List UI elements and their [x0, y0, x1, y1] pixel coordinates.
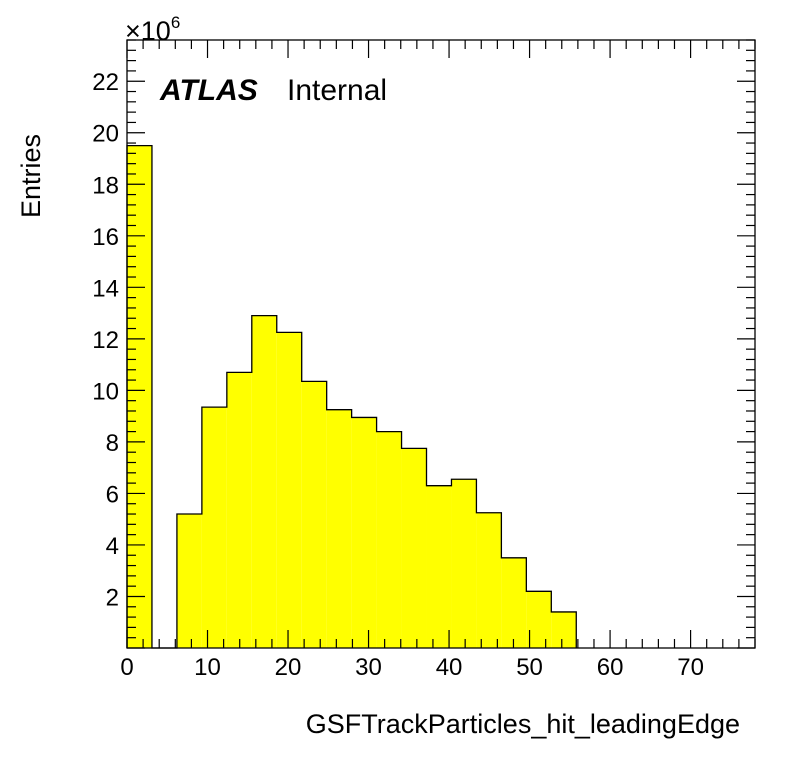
histogram-bar	[176, 514, 202, 648]
histogram-bar	[251, 315, 277, 648]
y-exponent-label: ×106	[125, 13, 180, 46]
histogram-bar	[351, 417, 377, 648]
axis-ticks	[126, 39, 756, 649]
histogram-bar	[526, 591, 552, 648]
y-tick-label: 22	[92, 69, 119, 96]
histogram-bars	[126, 144, 577, 649]
y-tick-label: 18	[92, 172, 119, 199]
histogram-bar	[476, 512, 502, 648]
y-tick-label: 12	[92, 327, 119, 354]
y-tick-label: 2	[106, 584, 119, 611]
atlas-label: ATLAS	[159, 74, 258, 107]
y-tick-label: 4	[106, 533, 119, 560]
x-tick-labels: 0 10 20 30 40 50 60 70	[120, 654, 704, 681]
histogram-bar	[451, 479, 477, 648]
x-tick-label: 70	[677, 654, 704, 681]
histogram-bar	[401, 448, 427, 648]
histogram-bar	[326, 409, 352, 648]
x-tick-label: 0	[120, 654, 133, 681]
histogram-bar	[426, 485, 452, 648]
plot-frame	[126, 39, 756, 649]
histogram-bar	[201, 407, 227, 648]
x-tick-label: 10	[194, 654, 221, 681]
x-axis-title: GSFTrackParticles_hit_leadingEdge	[306, 709, 740, 739]
y-tick-label: 10	[92, 378, 119, 405]
y-tick-labels: 2 4 6 8 10 12 14 16 18 20 22	[92, 69, 119, 611]
histogram-outline	[126, 144, 577, 649]
histogram-bar	[226, 372, 252, 648]
x-tick-label: 20	[275, 654, 302, 681]
histogram-bar	[301, 381, 327, 648]
y-tick-label: 14	[92, 275, 119, 302]
y-tick-label: 8	[106, 430, 119, 457]
y-axis-title: Entries	[16, 134, 46, 218]
x-tick-label: 50	[516, 654, 543, 681]
y-tick-label: 6	[106, 481, 119, 508]
histogram-bar	[501, 557, 527, 648]
x-tick-label: 30	[355, 654, 382, 681]
histogram-bar	[551, 611, 577, 648]
x-tick-label: 40	[436, 654, 463, 681]
histogram-bar	[276, 332, 302, 648]
y-tick-label: 16	[92, 224, 119, 251]
y-tick-label: 20	[92, 121, 119, 148]
histogram-bar	[127, 145, 152, 648]
atlas-internal-label: Internal	[287, 74, 387, 107]
histogram-bar	[376, 431, 402, 648]
x-tick-label: 60	[597, 654, 624, 681]
